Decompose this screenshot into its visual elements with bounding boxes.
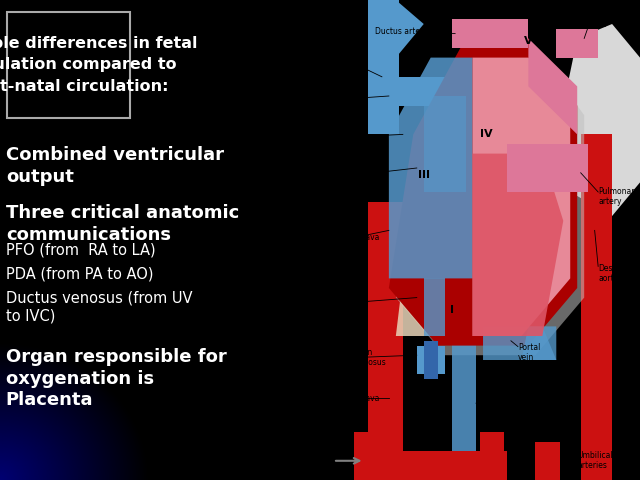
Text: Three critical anatomic
communications: Three critical anatomic communications xyxy=(6,204,239,243)
Text: III: III xyxy=(418,170,429,180)
Text: Sphincter in
ductus venosus: Sphincter in ductus venosus xyxy=(326,348,386,367)
Polygon shape xyxy=(424,278,445,336)
Text: Combined ventricular
output: Combined ventricular output xyxy=(6,146,224,186)
Text: Pulmonary
artery: Pulmonary artery xyxy=(598,187,639,206)
Text: Descending
aorta: Descending aorta xyxy=(598,264,640,283)
Bar xyxy=(580,134,612,480)
Bar xyxy=(452,336,476,470)
Polygon shape xyxy=(563,24,640,216)
Polygon shape xyxy=(389,58,472,278)
Polygon shape xyxy=(368,77,445,106)
Polygon shape xyxy=(472,154,563,336)
Text: II: II xyxy=(346,216,355,226)
Polygon shape xyxy=(472,58,570,336)
Text: Principle differences in fetal
circulation compared to
post-natal circulation:: Principle differences in fetal circulati… xyxy=(0,36,197,94)
Text: Organ responsible for
oxygenation is
Placenta: Organ responsible for oxygenation is Pla… xyxy=(6,348,227,409)
Text: PDA (from PA to AO): PDA (from PA to AO) xyxy=(6,266,154,281)
Text: V: V xyxy=(524,36,532,46)
FancyBboxPatch shape xyxy=(7,12,129,118)
Text: Inf. vena cava: Inf. vena cava xyxy=(326,233,380,242)
Polygon shape xyxy=(368,0,424,58)
Text: Pulmonary
vein: Pulmonary vein xyxy=(326,89,367,108)
Polygon shape xyxy=(396,48,584,355)
Text: Ductus
venosus: Ductus venosus xyxy=(326,293,358,312)
Text: Oval foramen: Oval foramen xyxy=(326,171,378,180)
Bar xyxy=(368,202,403,480)
Bar xyxy=(417,346,445,374)
Polygon shape xyxy=(452,19,529,48)
Polygon shape xyxy=(522,326,556,360)
Text: Portal
vein: Portal vein xyxy=(518,343,540,362)
Polygon shape xyxy=(396,278,529,336)
Text: PFO (from  RA to LA): PFO (from RA to LA) xyxy=(6,242,156,257)
Text: Ductus venosus (from UV
to IVC): Ductus venosus (from UV to IVC) xyxy=(6,290,193,324)
Bar xyxy=(354,432,378,480)
Polygon shape xyxy=(529,38,577,134)
Text: Ductus arteriosus: Ductus arteriosus xyxy=(375,27,443,36)
Bar xyxy=(424,341,438,379)
Text: Pulmonary
vein: Pulmonary vein xyxy=(591,10,632,29)
Bar xyxy=(535,442,560,480)
Text: IV: IV xyxy=(480,130,493,139)
Polygon shape xyxy=(389,38,577,346)
Polygon shape xyxy=(556,29,598,58)
Text: Crista
dividens: Crista dividens xyxy=(326,127,358,146)
Bar xyxy=(368,0,399,134)
Polygon shape xyxy=(508,144,588,192)
Text: Umbilical
vein: Umbilical vein xyxy=(486,398,522,418)
Polygon shape xyxy=(483,326,556,360)
Text: Sup.
vena cava: Sup. vena cava xyxy=(326,53,365,72)
Text: Umbilical
arteries: Umbilical arteries xyxy=(577,451,613,470)
Polygon shape xyxy=(354,451,508,480)
Bar xyxy=(479,432,504,480)
Text: Inf. vena cava: Inf. vena cava xyxy=(326,394,380,403)
Text: I: I xyxy=(450,305,454,314)
Polygon shape xyxy=(424,96,466,192)
